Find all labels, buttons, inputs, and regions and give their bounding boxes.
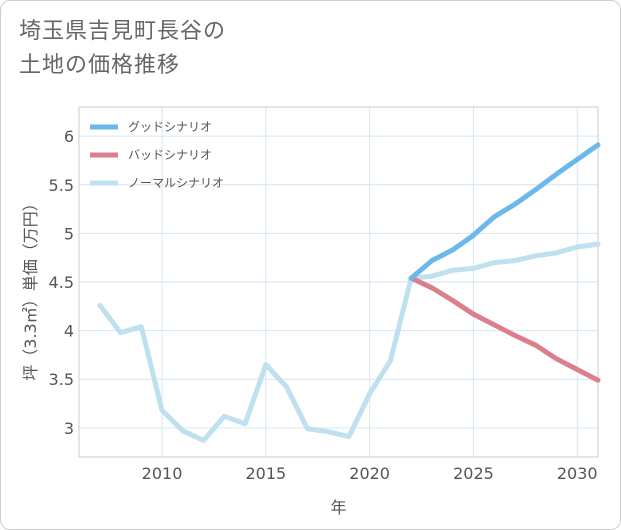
series-line-1 xyxy=(408,275,601,383)
x-tick-label-2030: 2030 xyxy=(557,464,598,483)
series-line-0 xyxy=(408,142,601,281)
y-tick-label-5: 5 xyxy=(64,224,74,243)
chart-title-line-1: 埼玉県吉見町長谷の xyxy=(19,19,227,44)
grid xyxy=(79,107,598,457)
legend-label-1: バッドシナリオ xyxy=(128,148,212,162)
y-axis-label: 坪（3.3㎡）単価（万円） xyxy=(21,195,40,380)
y-tick-label-3_5: 3.5 xyxy=(49,370,74,389)
legend-label-0: グッドシナリオ xyxy=(128,120,212,134)
x-tick-label-2015: 2015 xyxy=(245,464,286,483)
plot-frame xyxy=(78,106,599,458)
tick-labels: 2010 2015 2020 2025 2030 3 3.5 4 4.5 5 5.5 6 xyxy=(49,127,598,483)
x-tick-label-2010: 2010 xyxy=(142,464,183,483)
x-axis-label: 年 xyxy=(330,498,346,517)
y-tick-label-3: 3 xyxy=(64,419,74,438)
chart-title-line-2: 土地の価格推移 xyxy=(19,53,181,78)
series-group xyxy=(97,142,601,443)
y-tick-label-4: 4 xyxy=(64,322,74,341)
series-line-2 xyxy=(97,241,601,443)
x-tick-label-2025: 2025 xyxy=(453,464,494,483)
chart-title: 埼玉県吉見町長谷の 土地の価格推移 xyxy=(19,15,226,83)
legend-label-2: ノーマルシナリオ xyxy=(128,176,224,190)
y-tick-label-4_5: 4.5 xyxy=(49,273,74,292)
y-tick-label-5_5: 5.5 xyxy=(49,176,74,195)
y-tick-label-6: 6 xyxy=(64,127,74,146)
x-tick-label-2020: 2020 xyxy=(349,464,390,483)
